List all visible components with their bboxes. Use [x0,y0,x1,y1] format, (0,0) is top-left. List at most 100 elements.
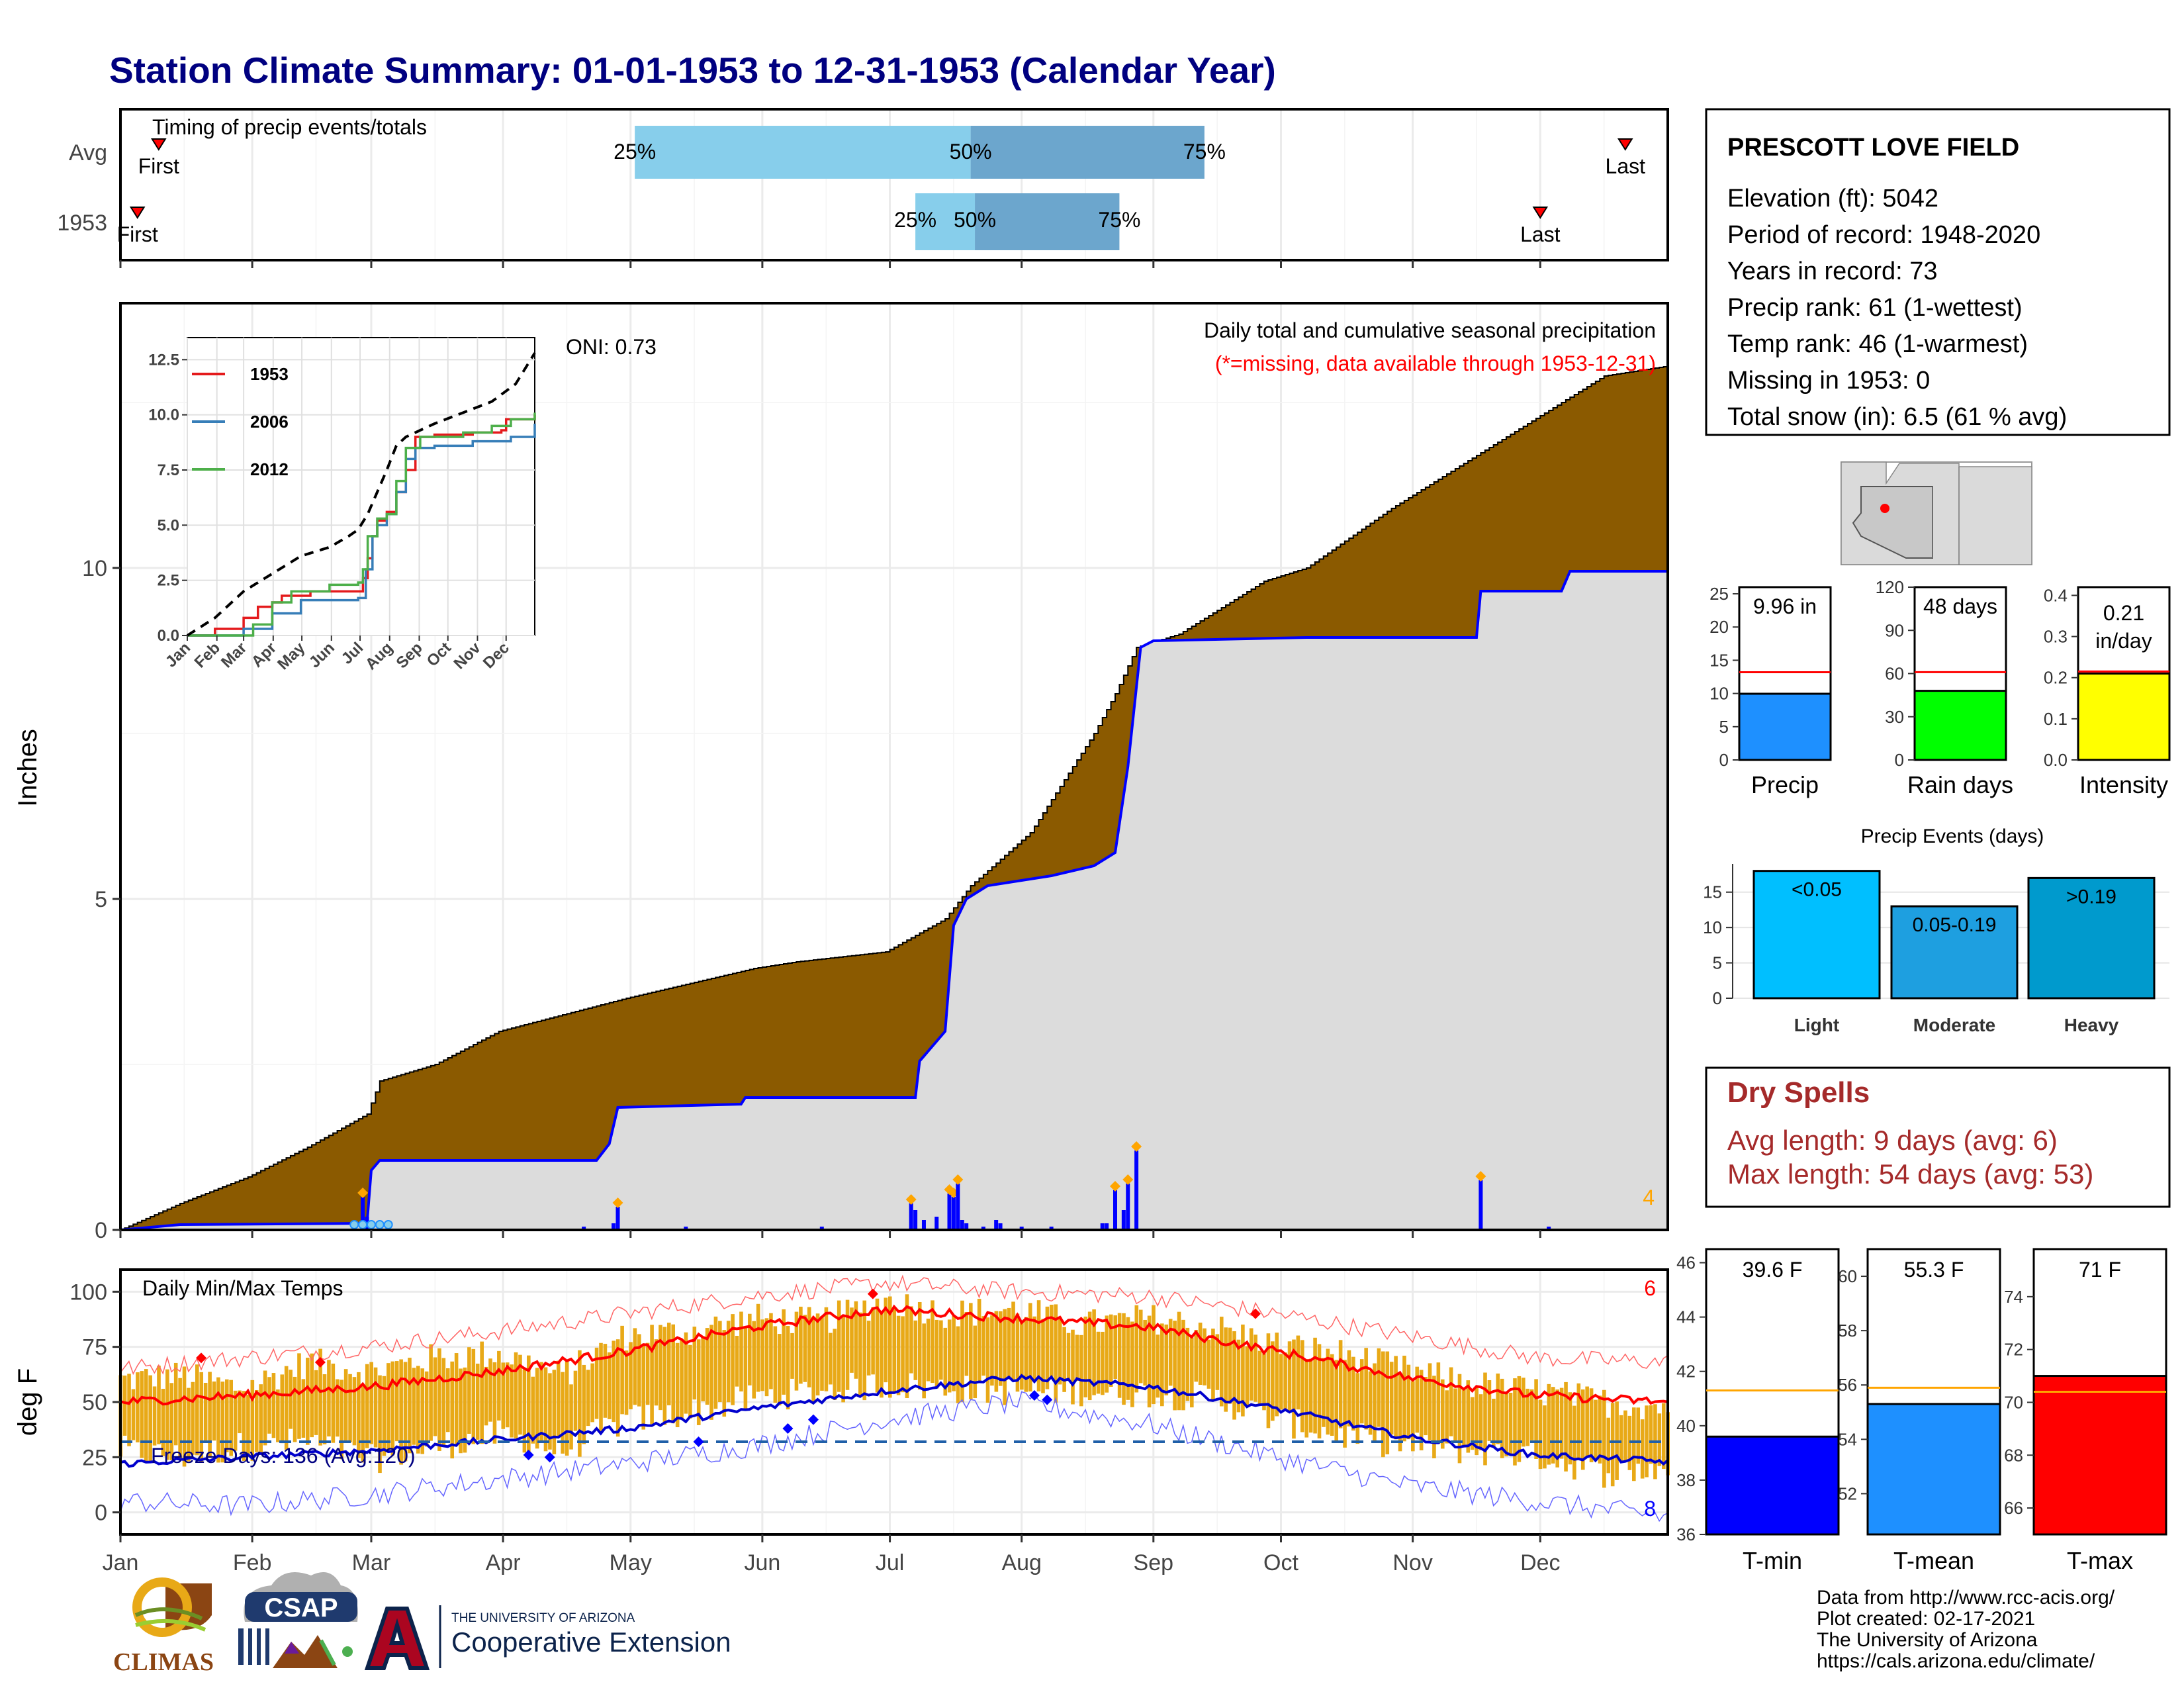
daily-temp-bar [416,1366,420,1454]
daily-temp-bar [799,1306,803,1384]
daily-temp-bar [1228,1327,1232,1404]
daily-temp-bar [735,1335,739,1387]
daily-temp-bar [586,1370,590,1427]
daily-temp-bar [990,1315,994,1386]
daily-temp-bar [565,1361,569,1456]
daily-precip-bar [921,1220,926,1230]
summary-tick-label: 66 [2004,1498,2023,1518]
daily-temp-bar [1050,1304,1054,1377]
daily-temp-bar [1457,1374,1462,1464]
daily-temp-bar [1253,1335,1257,1402]
daily-temp-bar [1636,1407,1641,1464]
missing-marker [358,1220,368,1229]
daily-temp-bar [578,1350,582,1457]
daily-temp-bar [850,1307,854,1373]
daily-precip-bar [981,1227,985,1230]
summary-tick-label: 42 [1676,1362,1696,1382]
record-low-marker [693,1436,704,1447]
daily-temp-bar [981,1316,985,1376]
daily-temp-bar [1160,1323,1164,1407]
daily-temp-bar [1181,1319,1185,1411]
daily-temp-bar [1559,1387,1564,1459]
record-high-marker [196,1352,207,1364]
daily-precip-bar [956,1184,960,1230]
daily-temp-bar [985,1317,990,1403]
daily-temp-bar [280,1374,285,1444]
last-event-marker [1617,138,1633,151]
month-label: Sep [1134,1550,1174,1575]
daily-precip-bar [361,1197,365,1230]
daily-temp-bar [1236,1339,1241,1413]
daily-temp-bar [1576,1383,1581,1460]
summary-bar-value [1913,690,2007,761]
daily-temp-bar [1266,1333,1271,1429]
summary-tick-label: 46 [1676,1253,1696,1273]
temp-summary-bars: 36 38 40 42 44 46 39.6 F T-min 52 54 56 58 60 55.3 F T… [1676,1248,2167,1574]
y-tick-label: 5 [95,887,107,912]
temp-corner-lo: 8 [1644,1497,1656,1521]
daily-temp-bar [492,1362,497,1444]
coop-ext-text: Cooperative Extension [451,1626,731,1658]
summary-bar-t-min: 36 38 40 42 44 46 39.6 F T-min [1676,1248,1840,1574]
summary-bar-t-mean: 52 54 56 58 60 55.3 F T-mean [1838,1248,2001,1574]
y-tick-label: 10 [82,556,107,581]
events-tick-label: 15 [1703,882,1722,902]
daily-temp-bar [1445,1390,1449,1444]
daily-temp-bar [387,1363,390,1450]
daily-temp-bar [1492,1398,1496,1448]
daily-temp-bar [573,1370,578,1431]
daily-temp-bar [1054,1304,1058,1403]
daily-temp-bar [365,1364,369,1448]
daily-temp-bar [947,1319,952,1393]
summary-value-label: 9.96 in [1753,594,1817,618]
summary-bar-rain-days: 0 30 60 90 120 48 days Rain days [1876,577,2013,798]
daily-temp-bar [1645,1405,1649,1477]
daily-temp-bar [1015,1313,1020,1392]
daily-temp-bar [1134,1305,1139,1393]
daily-temp-bar [726,1321,731,1403]
daily-temp-bar [445,1368,450,1432]
daily-precip-bar [1126,1184,1130,1230]
daily-temp-bar [238,1390,242,1434]
daily-temp-bar [203,1382,208,1442]
timing-bar-50-75 [975,193,1120,250]
daily-temp-bar [896,1315,901,1395]
summary-value-label: 55.3 F [1904,1258,1964,1282]
inset-legend-label: 2006 [250,412,289,432]
daily-temp-bar [1368,1371,1373,1435]
daily-temp-bar [1322,1358,1326,1427]
timing-p75-label: 75% [1098,208,1140,232]
daily-temp-bar [1640,1419,1645,1479]
daily-temp-bar [1096,1331,1101,1394]
daily-precip-bar [582,1227,586,1230]
daily-temp-bar [620,1325,624,1415]
daily-temp-bar [659,1325,662,1411]
daily-precip-bar [1019,1227,1024,1230]
daily-temp-bar [250,1380,255,1461]
daily-temp-bar [1347,1350,1351,1427]
daily-temp-bar [1594,1399,1598,1459]
record-high-marker [867,1288,878,1299]
daily-temp-bar [310,1353,314,1438]
timing-row-label-avg: Avg [69,140,107,165]
summary-bar-name: Precip [1751,771,1819,798]
summary-tick-label: 0.3 [2044,627,2068,647]
climas-logo-text: CLIMAS [113,1648,214,1676]
daily-temp-bar [1066,1333,1071,1381]
daily-temp-bar [144,1369,148,1463]
daily-temp-bar [1152,1305,1156,1405]
ua-a-icon [364,1607,430,1670]
daily-temp-bar [514,1352,518,1439]
daily-temp-bar [127,1374,131,1446]
record-high-marker [314,1357,326,1368]
timing-p25-label: 25% [894,208,936,232]
daily-temp-bar [527,1355,531,1457]
daily-temp-bar [140,1371,144,1458]
summary-bar-value [1705,1435,1840,1536]
station-line: Elevation (ft): 5042 [1727,185,1938,212]
inset-y-tick-label: 5.0 [158,516,179,534]
daily-temp-bar [1271,1341,1275,1421]
daily-temp-bar [811,1317,815,1403]
daily-temp-bar [552,1370,557,1454]
summary-bar-name: T-max [2067,1547,2133,1574]
